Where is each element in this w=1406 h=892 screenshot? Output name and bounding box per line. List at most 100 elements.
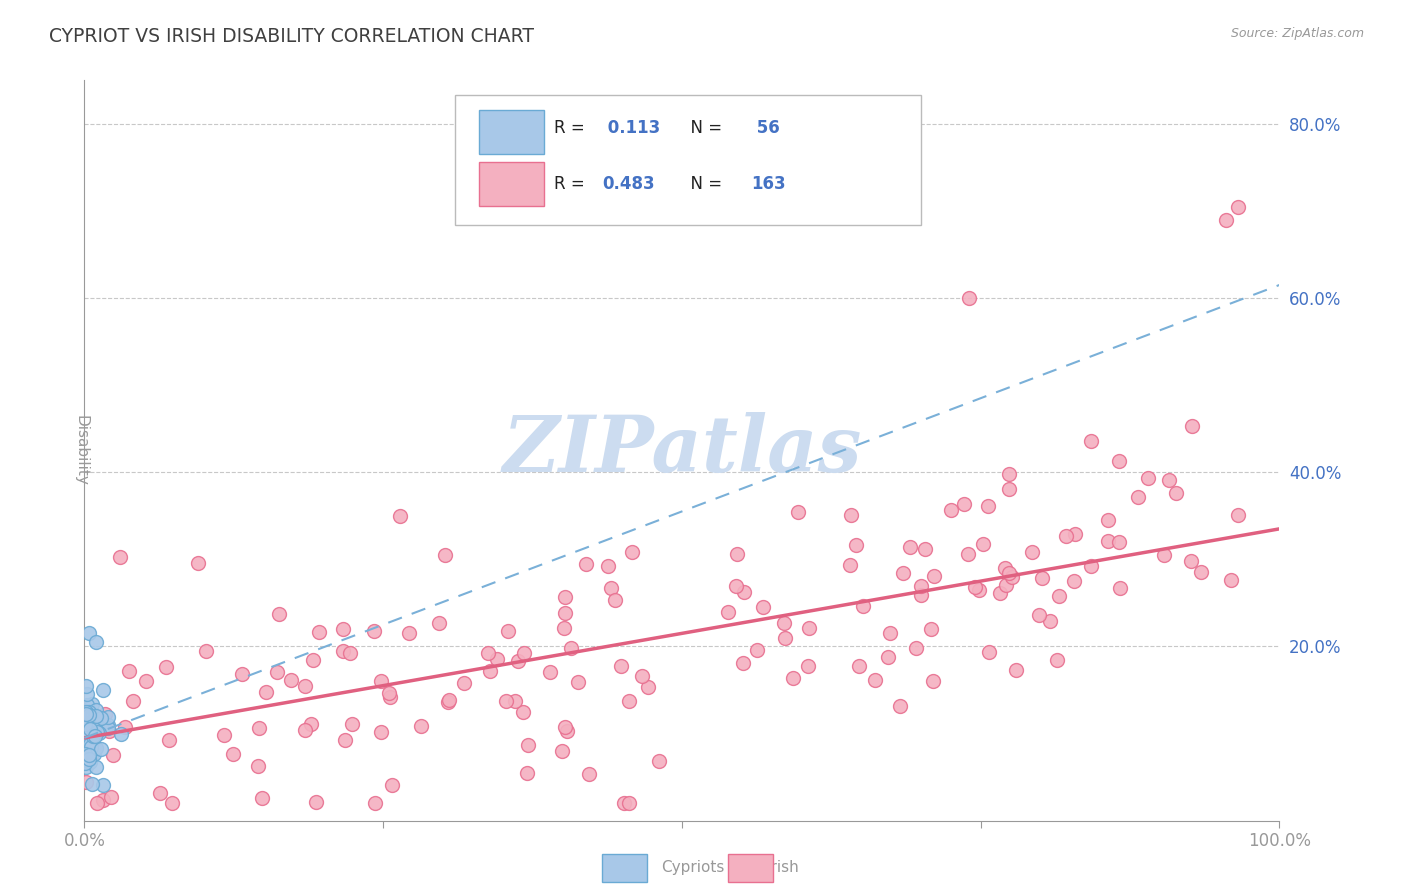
Point xyxy=(953,497,976,511)
Point xyxy=(75,760,97,774)
Point xyxy=(1028,607,1050,622)
Point xyxy=(1005,663,1028,677)
Point xyxy=(1001,570,1024,584)
Point xyxy=(100,790,122,805)
Text: 56: 56 xyxy=(751,120,780,137)
Point xyxy=(157,732,180,747)
Point xyxy=(304,795,326,809)
Point xyxy=(1226,200,1249,214)
Point xyxy=(84,740,107,755)
Point xyxy=(453,676,475,690)
Text: 0.113: 0.113 xyxy=(602,120,659,137)
Point xyxy=(280,673,302,687)
Point xyxy=(610,658,633,673)
Point xyxy=(752,599,775,614)
Point xyxy=(250,790,273,805)
FancyBboxPatch shape xyxy=(479,161,544,206)
Point xyxy=(82,727,104,741)
Point xyxy=(77,748,100,763)
Point xyxy=(648,754,671,768)
Point xyxy=(797,658,820,673)
Point xyxy=(998,566,1021,581)
Point xyxy=(155,660,177,674)
Point xyxy=(988,586,1011,600)
Point xyxy=(560,641,582,656)
Point xyxy=(879,626,901,640)
Point xyxy=(90,711,112,725)
Point xyxy=(865,673,887,687)
Point xyxy=(745,643,768,657)
Point xyxy=(332,644,354,658)
Point xyxy=(110,727,132,741)
Point xyxy=(254,685,277,699)
Point xyxy=(1064,526,1087,541)
Point xyxy=(1063,574,1085,588)
Point xyxy=(222,747,245,761)
Point xyxy=(84,760,107,774)
Point xyxy=(1108,535,1130,549)
Point xyxy=(578,767,600,781)
Point xyxy=(83,722,105,736)
Point xyxy=(77,626,100,640)
Point xyxy=(486,652,509,666)
Point xyxy=(266,665,288,680)
Text: Cypriots: Cypriots xyxy=(661,860,724,874)
Point xyxy=(617,796,640,810)
Point xyxy=(82,730,104,744)
Point xyxy=(97,724,120,739)
Point xyxy=(195,644,218,658)
Point xyxy=(79,738,101,752)
Point xyxy=(411,719,433,733)
Point xyxy=(1097,513,1119,527)
Point xyxy=(1080,434,1102,448)
Point xyxy=(957,291,980,305)
FancyBboxPatch shape xyxy=(479,110,544,154)
Point xyxy=(891,566,914,580)
Point xyxy=(838,558,860,572)
Point xyxy=(731,656,754,670)
Point xyxy=(1153,548,1175,562)
Point xyxy=(434,548,457,562)
Point xyxy=(1097,534,1119,549)
Point xyxy=(370,724,392,739)
Point xyxy=(567,675,589,690)
Point xyxy=(378,686,401,700)
Point xyxy=(342,717,364,731)
Point xyxy=(733,585,755,599)
Point xyxy=(75,705,97,719)
Point xyxy=(80,707,103,722)
Point xyxy=(93,778,115,792)
Point xyxy=(994,560,1017,574)
Point xyxy=(97,721,120,735)
Point xyxy=(972,537,994,551)
Point xyxy=(439,693,461,707)
Point xyxy=(76,731,98,745)
Point xyxy=(77,725,100,739)
Point xyxy=(516,738,538,752)
Point xyxy=(845,538,868,552)
Point xyxy=(121,694,143,708)
Point xyxy=(87,726,110,740)
Point xyxy=(1108,582,1130,596)
Point xyxy=(717,605,740,619)
Point xyxy=(97,710,120,724)
Point xyxy=(910,588,932,602)
Point xyxy=(84,708,107,723)
Point xyxy=(1180,554,1202,568)
Point xyxy=(921,673,943,688)
Point xyxy=(1220,573,1243,587)
Point xyxy=(1227,508,1250,522)
Point xyxy=(294,723,316,738)
Point xyxy=(922,569,945,583)
Point xyxy=(613,796,636,810)
Point xyxy=(1108,454,1130,468)
Point xyxy=(994,578,1017,592)
Point xyxy=(86,796,108,810)
Point xyxy=(1157,473,1180,487)
Point xyxy=(773,615,796,630)
Point xyxy=(80,747,103,761)
Point xyxy=(1039,614,1062,628)
Point xyxy=(86,725,108,739)
Point xyxy=(73,756,96,770)
Point xyxy=(554,606,576,620)
